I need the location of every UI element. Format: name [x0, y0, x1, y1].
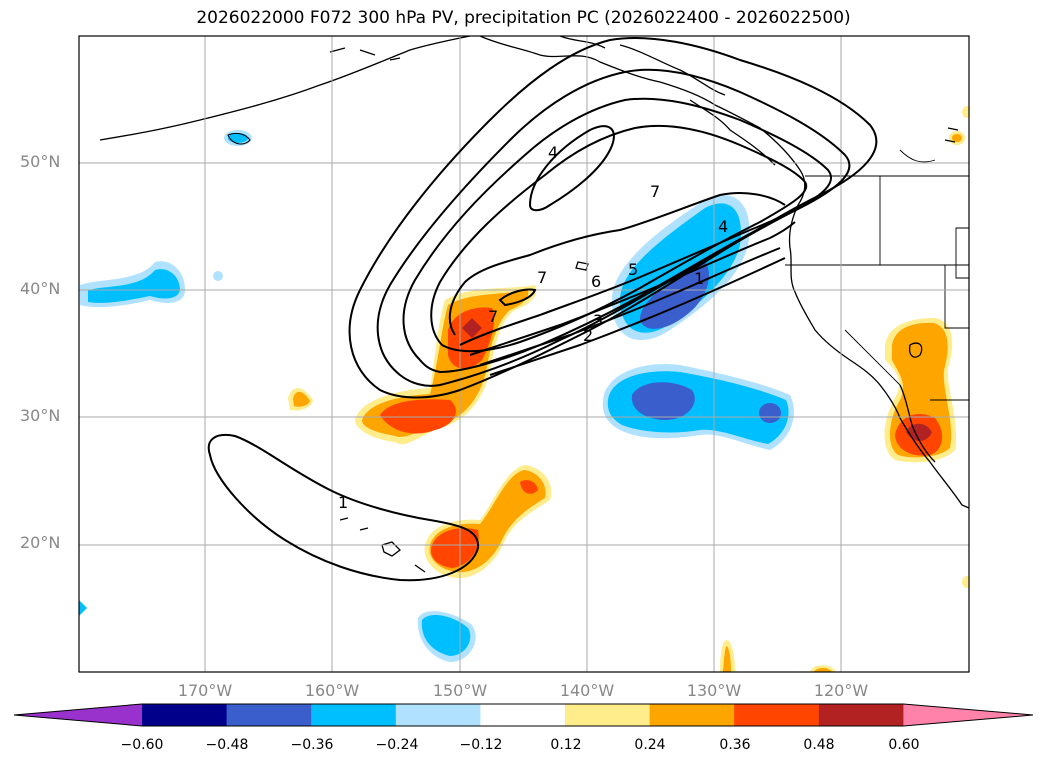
colorbar-tick-label: −0.48	[205, 737, 249, 753]
contour-label: 2	[583, 326, 593, 345]
colorbar-tick-label: −0.60	[120, 737, 164, 753]
contour-label: 6	[591, 272, 601, 291]
colorbar-segment	[818, 704, 904, 726]
colorbar-segment	[649, 704, 735, 726]
pv-contour-4-upper	[528, 125, 615, 212]
contour-label: 4	[548, 143, 558, 162]
na-west-coast	[788, 204, 969, 509]
colorbar-segment	[734, 704, 820, 726]
neg-anomaly-central-max	[631, 382, 695, 420]
coastlines	[99, 36, 969, 573]
plot-frame	[78, 35, 970, 673]
lat-label-40n: 40°N	[20, 279, 61, 298]
contour-labels: 4 7 4 7 6 5 7 3 2 1 1	[338, 143, 728, 512]
contour-label: 7	[650, 182, 660, 201]
colorbar-segment	[226, 704, 312, 726]
colorbar-tick-label: 0.24	[634, 737, 666, 753]
colorbar-tick-label: −0.36	[290, 737, 334, 753]
contour-label: 5	[628, 260, 638, 279]
baja-peninsula	[899, 384, 936, 463]
colorbar-tick-label: −0.24	[375, 737, 419, 753]
pv-contours	[207, 37, 878, 582]
pv-contour-1-south	[207, 434, 480, 582]
neg-anomaly-edge	[79, 600, 87, 616]
colorbar-extend-low	[14, 704, 142, 726]
lon-label-160w: 160°W	[304, 681, 360, 700]
aleutian-chain	[99, 36, 471, 141]
colorbar-tick-label: 0.12	[550, 737, 582, 753]
map-title: 2026022000 F072 300 hPa PV, precipitatio…	[196, 8, 851, 28]
contour-label: 1	[694, 269, 704, 288]
neg-anomaly-west-core	[88, 269, 180, 303]
pv-contour-7-cutoff	[498, 288, 537, 307]
lon-label-140w: 140°W	[559, 681, 615, 700]
alaska-coast	[479, 36, 806, 206]
contour-label: 7	[488, 307, 498, 326]
colorbar-tick-label: 0.60	[888, 737, 920, 753]
lat-label-50n: 50°N	[20, 152, 61, 171]
colorbar-tick-label: 0.36	[719, 737, 751, 753]
lon-label-120w: 120°W	[813, 681, 869, 700]
colorbar-segment	[311, 704, 397, 726]
hawaii	[339, 517, 426, 573]
colorbar	[13, 703, 1034, 727]
lon-label-170w: 170°W	[177, 681, 233, 700]
neg-anomaly-central-max-east	[759, 403, 781, 423]
map-plot-area: 4 7 4 7 6 5 7 3 2 1 1	[79, 36, 969, 672]
contour-label: 3	[593, 311, 603, 330]
colorbar-outline	[13, 703, 1034, 727]
contour-label: 4	[718, 217, 728, 236]
colorbar-segment	[565, 704, 651, 726]
precip-shading	[79, 106, 969, 672]
colorbar-tick-label: −0.12	[459, 737, 503, 753]
lat-label-30n: 30°N	[20, 406, 61, 425]
colorbar-segment	[142, 704, 228, 726]
colorbar-extend-high	[903, 704, 1033, 726]
contour-label: 7	[537, 268, 547, 287]
neg-anomaly-small-dot	[213, 271, 223, 281]
lon-label-130w: 130°W	[686, 681, 742, 700]
neg-anomaly-northeast-max	[640, 262, 710, 329]
colorbar-segment	[395, 704, 481, 726]
contour-label: 1	[338, 493, 348, 512]
lon-label-150w: 150°W	[432, 681, 488, 700]
colorbar-segment	[480, 704, 566, 726]
state-borders	[785, 149, 969, 401]
colorbar-tick-label: 0.48	[803, 737, 835, 753]
lat-label-20n: 20°N	[20, 533, 61, 552]
pv-contour-trough-1	[348, 37, 878, 399]
